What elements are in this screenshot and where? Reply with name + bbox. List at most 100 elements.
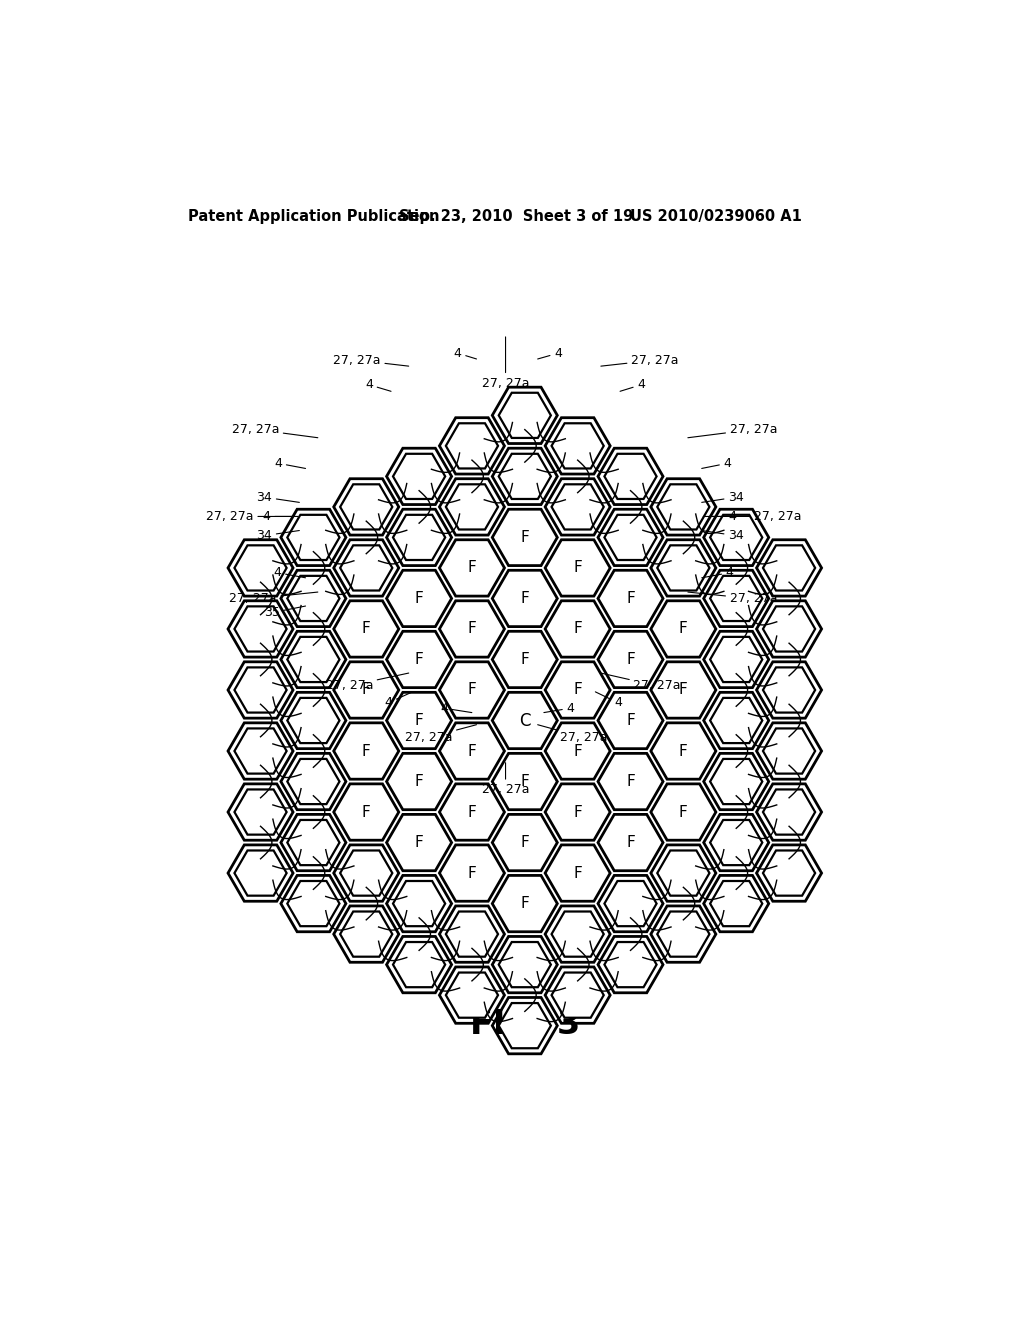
Polygon shape [334, 906, 398, 962]
Text: 4: 4 [701, 457, 731, 470]
Text: 27, 27a: 27, 27a [206, 510, 293, 523]
Polygon shape [281, 875, 346, 932]
Polygon shape [545, 601, 610, 657]
Text: F: F [520, 836, 529, 850]
Polygon shape [763, 606, 815, 652]
Polygon shape [334, 479, 398, 535]
Text: 27, 27a: 27, 27a [688, 422, 777, 438]
Polygon shape [657, 850, 710, 896]
Polygon shape [657, 545, 710, 590]
Polygon shape [493, 692, 557, 748]
Polygon shape [703, 510, 769, 565]
Text: F: F [573, 622, 582, 636]
Polygon shape [439, 540, 505, 597]
Text: 27, 27a: 27, 27a [482, 337, 529, 389]
Polygon shape [757, 723, 821, 779]
Polygon shape [598, 510, 663, 565]
Polygon shape [288, 820, 340, 865]
Polygon shape [545, 661, 610, 718]
Polygon shape [757, 845, 821, 902]
Polygon shape [598, 449, 663, 504]
Polygon shape [281, 692, 346, 748]
Polygon shape [334, 723, 398, 779]
Polygon shape [710, 515, 762, 560]
Polygon shape [439, 845, 505, 902]
Polygon shape [493, 998, 557, 1053]
Text: 4: 4 [263, 510, 298, 523]
Polygon shape [710, 880, 762, 927]
Polygon shape [234, 606, 287, 652]
Polygon shape [651, 723, 716, 779]
Polygon shape [445, 424, 498, 469]
Polygon shape [604, 942, 656, 987]
Polygon shape [757, 601, 821, 657]
Text: 34: 34 [701, 491, 743, 504]
Polygon shape [340, 850, 392, 896]
Polygon shape [334, 540, 398, 597]
Polygon shape [545, 784, 610, 841]
Text: 34: 34 [256, 491, 299, 504]
Polygon shape [334, 845, 398, 902]
Polygon shape [703, 692, 769, 748]
Polygon shape [393, 880, 445, 927]
Polygon shape [281, 570, 346, 627]
Polygon shape [288, 515, 340, 560]
Text: 34: 34 [701, 529, 743, 543]
Text: Sep. 23, 2010  Sheet 3 of 19: Sep. 23, 2010 Sheet 3 of 19 [398, 209, 633, 223]
Text: 4: 4 [273, 566, 305, 579]
Polygon shape [703, 570, 769, 627]
Text: F: F [520, 896, 529, 911]
Text: F: F [573, 682, 582, 697]
Text: F: F [626, 836, 635, 850]
Polygon shape [439, 417, 505, 474]
Polygon shape [393, 515, 445, 560]
Text: F: F [468, 622, 476, 636]
Polygon shape [598, 692, 663, 748]
Polygon shape [334, 784, 398, 841]
Polygon shape [545, 723, 610, 779]
Polygon shape [552, 424, 604, 469]
Text: F: F [468, 805, 476, 820]
Polygon shape [657, 484, 710, 529]
Polygon shape [387, 936, 452, 993]
Polygon shape [234, 668, 287, 713]
Text: F: F [573, 743, 582, 759]
Polygon shape [604, 454, 656, 499]
Polygon shape [281, 754, 346, 809]
Text: F: F [361, 622, 371, 636]
Polygon shape [281, 631, 346, 688]
Text: 4: 4 [366, 379, 391, 391]
Polygon shape [598, 754, 663, 809]
Polygon shape [228, 845, 293, 902]
Polygon shape [598, 631, 663, 688]
Polygon shape [439, 479, 505, 535]
Polygon shape [234, 789, 287, 834]
Text: F: F [361, 805, 371, 820]
Text: 4: 4 [595, 692, 622, 709]
Polygon shape [393, 454, 445, 499]
Polygon shape [651, 784, 716, 841]
Text: 27, 27a: 27, 27a [404, 725, 476, 744]
Polygon shape [288, 636, 340, 682]
Polygon shape [545, 845, 610, 902]
Polygon shape [710, 820, 762, 865]
Polygon shape [228, 784, 293, 841]
Text: 4: 4 [384, 692, 413, 709]
Polygon shape [763, 789, 815, 834]
Polygon shape [763, 850, 815, 896]
Polygon shape [651, 661, 716, 718]
Polygon shape [493, 570, 557, 627]
Polygon shape [334, 661, 398, 718]
Text: 4: 4 [701, 566, 733, 579]
Text: F: F [679, 743, 688, 759]
Text: F: F [415, 591, 424, 606]
Text: 27, 27a: 27, 27a [601, 354, 679, 367]
Text: F: F [626, 652, 635, 667]
Text: F: F [679, 622, 688, 636]
Polygon shape [552, 973, 604, 1018]
Text: Patent Application Publication: Patent Application Publication [188, 209, 440, 223]
Polygon shape [710, 698, 762, 743]
Polygon shape [763, 545, 815, 590]
Polygon shape [439, 723, 505, 779]
Text: F: F [626, 774, 635, 789]
